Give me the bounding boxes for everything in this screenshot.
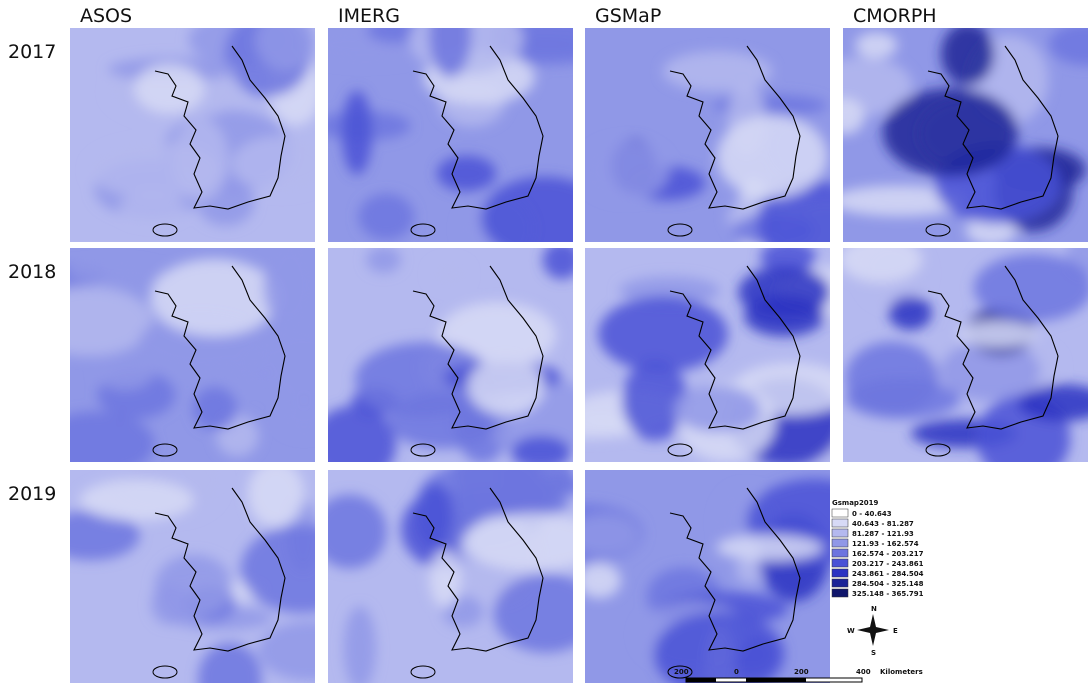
column-header: IMERG: [338, 5, 400, 27]
compass-north: N: [871, 605, 877, 613]
precip-area: [673, 385, 760, 432]
legend-label: 40.643 - 81.287: [852, 520, 914, 528]
precip-area: [543, 241, 581, 279]
precip-area: [888, 296, 931, 330]
precip-area: [845, 342, 939, 415]
map-panel: [70, 11, 331, 242]
precip-area: [80, 479, 194, 520]
row-label: 2018: [8, 261, 56, 283]
row-label: 2017: [8, 41, 56, 63]
precip-area: [150, 259, 279, 337]
legend-swatch: [832, 579, 848, 587]
legend-swatch: [832, 569, 848, 577]
scale-label: 200: [674, 668, 689, 676]
map-panel: [296, 0, 619, 264]
precip-area: [151, 584, 187, 624]
compass-east: E: [893, 627, 898, 635]
legend-swatch: [832, 509, 848, 517]
map-panel: [530, 470, 883, 683]
precip-area: [974, 254, 1090, 322]
precip-area: [358, 194, 414, 240]
legend-label: 284.504 - 325.148: [852, 580, 924, 588]
legend-label: 325.148 - 365.791: [852, 590, 924, 598]
legend-label: 81.287 - 121.93: [852, 530, 914, 538]
map-panel: [840, 235, 1090, 482]
precip-area: [342, 91, 372, 175]
compass-south: S: [871, 649, 876, 657]
precip-area: [232, 136, 332, 192]
legend-swatch: [832, 529, 848, 537]
legend-label: 121.93 - 162.574: [852, 540, 919, 548]
legend-swatch: [832, 539, 848, 547]
map-panel: [523, 240, 879, 466]
scale-bar-segment: [746, 678, 806, 682]
column-header: CMORPH: [853, 5, 937, 27]
legend-label: 0 - 40.643: [852, 510, 892, 518]
legend-swatch: [832, 519, 848, 527]
compass-rose: [857, 614, 889, 646]
map-panel: [582, 28, 885, 281]
legend-swatch: [832, 549, 848, 557]
legend-swatch: [832, 589, 848, 597]
precip-area: [437, 156, 496, 192]
precip-area: [134, 64, 204, 114]
precip-area: [840, 236, 922, 282]
precip-area: [263, 242, 316, 328]
precip-area: [716, 535, 823, 561]
scale-label: 400: [856, 668, 871, 676]
legend-title: Gsmap2019: [832, 499, 879, 507]
row-label: 2019: [8, 483, 56, 505]
precip-area: [248, 461, 304, 528]
precip-area: [855, 32, 897, 58]
legend-label: 243.861 - 284.504: [852, 570, 924, 578]
map-panel: [312, 431, 603, 683]
precip-area: [958, 321, 1038, 348]
precip-area: [255, 11, 315, 70]
page: ASOS IMERG GSMaP CMORPH 2017 2018 2019 Gsmap201…: [0, 0, 1090, 683]
precip-area: [598, 296, 728, 372]
compass-west: W: [847, 627, 855, 635]
precip-area: [96, 355, 154, 391]
precip-area: [63, 262, 162, 283]
figure: ASOS IMERG GSMaP CMORPH 2017 2018 2019 Gsmap201…: [0, 0, 1090, 683]
precip-area: [578, 563, 621, 599]
precip-area: [467, 357, 544, 415]
precip-area: [464, 513, 604, 571]
precip-area: [582, 140, 669, 199]
map-panel: [26, 242, 351, 476]
scale-label: Kilometers: [880, 668, 923, 676]
precip-area: [312, 495, 387, 569]
precip-area: [941, 23, 994, 85]
precip-area: [511, 436, 571, 470]
map-panel: [812, 23, 1090, 245]
scale-bar-segment: [686, 678, 716, 682]
precip-area: [36, 412, 154, 476]
precip-area: [278, 398, 331, 435]
precip-area: [824, 98, 864, 134]
precip-area: [717, 115, 827, 198]
precip-area: [663, 51, 773, 91]
precip-area: [494, 574, 599, 653]
map-panel: [311, 241, 595, 484]
legend-label: 162.574 - 203.217: [852, 550, 924, 558]
scale-label: 0: [734, 668, 739, 676]
scale-label: 200: [794, 668, 809, 676]
precip-area: [229, 364, 270, 387]
precip-area: [193, 387, 237, 430]
precip-area: [366, 246, 401, 273]
map-panel: [42, 443, 363, 683]
precip-area: [569, 514, 640, 556]
precip-area: [26, 287, 153, 357]
precip-area: [430, 550, 461, 608]
precip-area: [430, 261, 467, 287]
column-header: GSMaP: [595, 5, 661, 27]
legend-swatch: [832, 559, 848, 567]
column-header: ASOS: [80, 5, 132, 27]
legend-label: 203.217 - 243.861: [852, 560, 924, 568]
precip-area: [883, 88, 1018, 176]
